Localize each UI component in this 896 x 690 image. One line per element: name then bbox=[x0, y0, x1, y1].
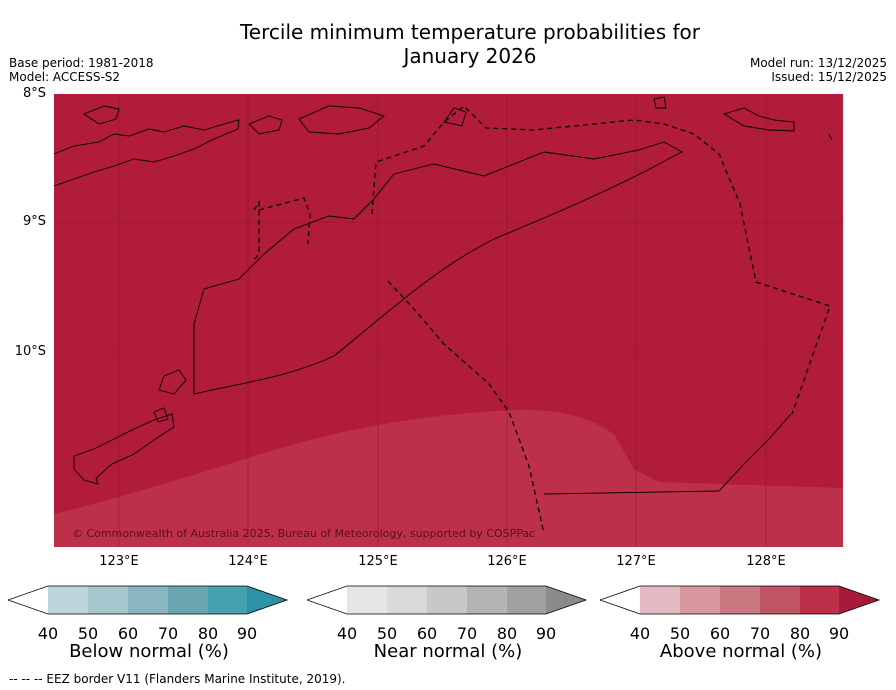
near-arrow-low bbox=[307, 586, 347, 614]
lon-label-127e: 127°E bbox=[616, 554, 656, 569]
legend-below-normal-title: Below normal (%) bbox=[69, 641, 229, 662]
issued-date: Issued: 15/12/2025 bbox=[771, 70, 887, 84]
above-swatch-50 bbox=[680, 586, 720, 614]
lon-label-124e: 124°E bbox=[228, 554, 268, 569]
lon-label-126e: 126°E bbox=[487, 554, 527, 569]
near-swatch-40 bbox=[347, 586, 387, 614]
forecast-map: © Commonwealth of Australia 2025, Bureau… bbox=[54, 94, 843, 547]
above-swatch-80 bbox=[800, 586, 839, 614]
near-swatch-70 bbox=[467, 586, 507, 614]
legend-above-normal-colorbar bbox=[600, 585, 881, 615]
above-swatch-40 bbox=[640, 586, 680, 614]
near-arrow-high bbox=[546, 586, 586, 614]
above-tick-60: 60 bbox=[709, 624, 731, 643]
legend-near-normal-title: Near normal (%) bbox=[373, 641, 523, 662]
below-swatch-70 bbox=[168, 586, 208, 614]
title-line-2: January 2026 bbox=[403, 44, 537, 68]
lat-label-9s: 9°S bbox=[22, 214, 46, 229]
above-arrow-high bbox=[839, 586, 879, 614]
meta-left: Base period: 1981-2018 Model: ACCESS-S2 bbox=[9, 56, 154, 84]
legend-below-normal-colorbar bbox=[8, 585, 289, 615]
near-tick-90: 90 bbox=[535, 624, 557, 643]
eez-border-west bbox=[253, 199, 260, 261]
below-tick-80: 80 bbox=[197, 624, 219, 643]
legend-near-normal-colorbar bbox=[307, 585, 588, 615]
base-period: Base period: 1981-2018 bbox=[9, 56, 154, 70]
near-swatch-50 bbox=[387, 586, 427, 614]
above-tick-50: 50 bbox=[669, 624, 691, 643]
meta-right: Model run: 13/12/2025 Issued: 15/12/2025 bbox=[750, 56, 887, 84]
near-tick-80: 80 bbox=[496, 624, 518, 643]
above-tick-70: 70 bbox=[749, 624, 771, 643]
near-swatch-80 bbox=[507, 586, 546, 614]
lon-label-123e: 123°E bbox=[99, 554, 139, 569]
near-tick-50: 50 bbox=[376, 624, 398, 643]
above-swatch-60 bbox=[720, 586, 760, 614]
below-arrow-low bbox=[8, 586, 48, 614]
below-tick-40: 40 bbox=[37, 624, 59, 643]
below-tick-90: 90 bbox=[236, 624, 258, 643]
eez-border-south bbox=[387, 280, 545, 535]
below-arrow-high bbox=[247, 586, 287, 614]
below-tick-60: 60 bbox=[117, 624, 139, 643]
lon-label-125e: 125°E bbox=[358, 554, 398, 569]
near-tick-40: 40 bbox=[336, 624, 358, 643]
eez-border-west-2 bbox=[258, 197, 311, 245]
chart-title: Tercile minimum temperature probabilitie… bbox=[0, 20, 896, 68]
copyright-text: © Commonwealth of Australia 2025, Bureau… bbox=[72, 527, 535, 540]
above-tick-40: 40 bbox=[629, 624, 651, 643]
eez-border-east bbox=[371, 105, 831, 415]
above-tick-80: 80 bbox=[789, 624, 811, 643]
below-tick-50: 50 bbox=[77, 624, 99, 643]
graticule bbox=[54, 94, 843, 547]
title-line-1: Tercile minimum temperature probabilitie… bbox=[239, 20, 701, 44]
near-swatch-60 bbox=[427, 586, 467, 614]
legend-above-normal-title: Above normal (%) bbox=[659, 641, 823, 662]
below-tick-70: 70 bbox=[157, 624, 179, 643]
below-swatch-40 bbox=[48, 586, 88, 614]
model-name: Model: ACCESS-S2 bbox=[9, 70, 121, 84]
below-swatch-50 bbox=[88, 586, 128, 614]
eez-footnote: -- -- -- EEZ border V11 (Flanders Marine… bbox=[9, 672, 346, 686]
above-swatch-70 bbox=[760, 586, 800, 614]
near-tick-60: 60 bbox=[416, 624, 438, 643]
coastlines bbox=[54, 96, 833, 495]
below-swatch-60 bbox=[128, 586, 168, 614]
lon-label-128e: 128°E bbox=[746, 554, 786, 569]
above-tick-90: 90 bbox=[828, 624, 850, 643]
lat-label-8s: 8°S bbox=[22, 86, 46, 101]
above-arrow-low bbox=[600, 586, 640, 614]
above-80-region bbox=[54, 409, 843, 547]
below-swatch-80 bbox=[208, 586, 247, 614]
model-run: Model run: 13/12/2025 bbox=[749, 56, 887, 70]
near-tick-70: 70 bbox=[456, 624, 478, 643]
lat-label-10s: 10°S bbox=[14, 344, 46, 359]
